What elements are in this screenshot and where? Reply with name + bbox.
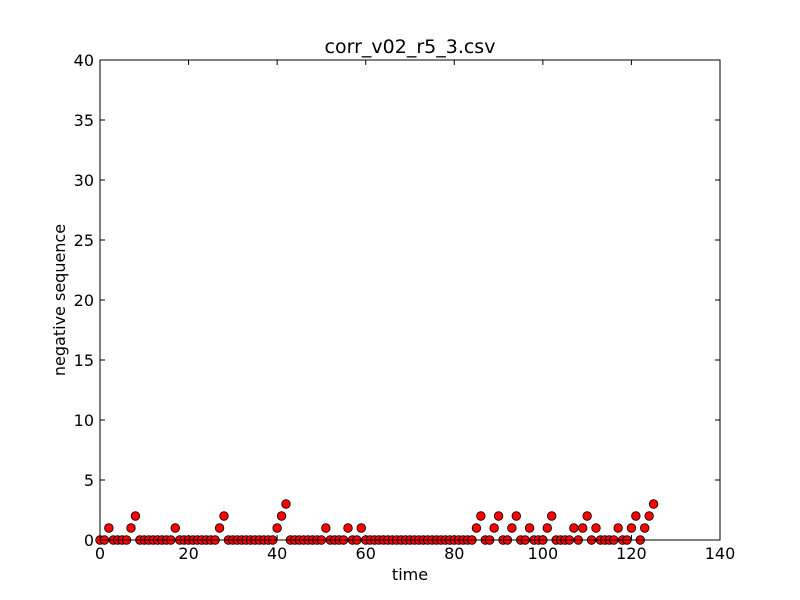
data-point bbox=[524, 523, 535, 533]
data-point bbox=[104, 523, 114, 533]
x-tick-label: 80 bbox=[444, 544, 464, 563]
y-tick-label: 10 bbox=[74, 411, 94, 430]
data-point bbox=[471, 523, 482, 533]
data-point bbox=[219, 511, 229, 521]
data-point bbox=[343, 523, 353, 533]
data-point bbox=[578, 523, 588, 533]
y-tick-label: 35 bbox=[74, 111, 94, 130]
y-tick-label: 15 bbox=[74, 351, 94, 370]
chart-title: corr_v02_r5_3.csv bbox=[325, 36, 496, 58]
data-point bbox=[511, 511, 521, 521]
x-tick-label: 120 bbox=[616, 544, 647, 563]
data-point bbox=[276, 511, 287, 521]
data-point bbox=[126, 523, 136, 533]
data-point bbox=[476, 511, 486, 521]
data-point bbox=[356, 523, 366, 533]
data-point bbox=[613, 523, 623, 533]
data-point bbox=[489, 523, 499, 533]
data-point bbox=[591, 523, 601, 533]
x-tick-labels: 0 20 40 60 80 100 120 140 bbox=[95, 544, 735, 563]
y-tick-label: 25 bbox=[74, 231, 94, 250]
x-tick-label: 20 bbox=[178, 544, 198, 563]
y-tick-label: 40 bbox=[74, 51, 94, 70]
data-point bbox=[170, 523, 180, 533]
x-axis-label: time bbox=[392, 565, 428, 584]
plot-area bbox=[100, 60, 720, 540]
data-point bbox=[507, 523, 517, 533]
x-tick-label: 0 bbox=[95, 544, 105, 563]
data-point bbox=[640, 523, 650, 533]
y-tick-label: 0 bbox=[84, 531, 94, 550]
y-tick-label: 20 bbox=[74, 291, 94, 310]
data-point bbox=[582, 511, 592, 521]
data-point bbox=[214, 523, 225, 533]
data-point bbox=[648, 499, 659, 509]
plot-frame bbox=[99, 59, 721, 541]
data-point bbox=[569, 523, 579, 533]
y-axis-label: negative sequence bbox=[50, 224, 69, 376]
x-tick-label: 100 bbox=[528, 544, 559, 563]
data-point bbox=[321, 523, 331, 533]
data-point bbox=[547, 511, 557, 521]
x-tick-label: 40 bbox=[267, 544, 287, 563]
data-point bbox=[626, 523, 637, 533]
data-point bbox=[493, 511, 504, 521]
y-tick-label: 5 bbox=[84, 471, 94, 490]
data-point bbox=[631, 511, 641, 521]
data-point bbox=[130, 511, 141, 521]
data-point bbox=[272, 523, 282, 533]
x-tick-label: 60 bbox=[356, 544, 376, 563]
y-tick-label: 30 bbox=[74, 171, 94, 190]
y-tick-labels: 0 5 10 15 20 25 30 35 40 bbox=[74, 51, 94, 550]
data-point bbox=[281, 499, 291, 509]
x-tick-label: 140 bbox=[705, 544, 736, 563]
data-point bbox=[542, 523, 552, 533]
data-point bbox=[644, 511, 654, 521]
